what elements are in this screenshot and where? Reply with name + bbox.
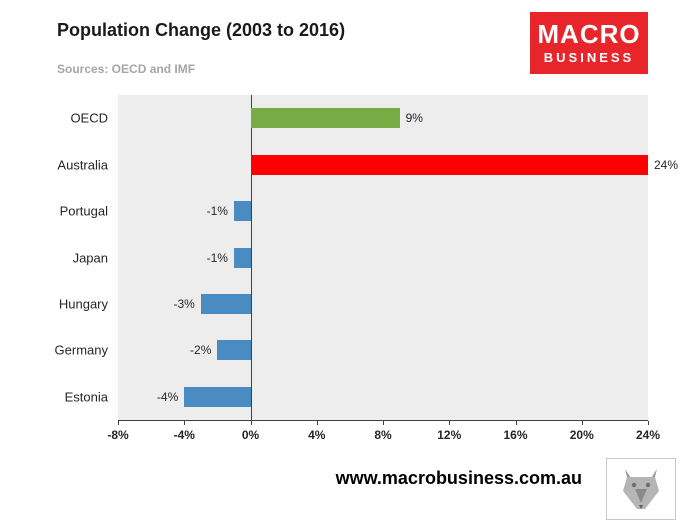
category-label-australia: Australia: [57, 157, 108, 173]
bar-australia: [250, 154, 648, 175]
bar-estonia: [184, 386, 251, 407]
x-tick-label: 12%: [437, 428, 462, 442]
x-tick-label: -4%: [173, 428, 195, 442]
bar-value-label-portugal: -1%: [206, 204, 228, 219]
zero-axis-line: [250, 95, 252, 420]
x-tick-mark: [118, 421, 119, 425]
bar-value-label-australia: 24%: [654, 157, 679, 172]
category-label-oecd: OECD: [70, 110, 108, 126]
bar-value-label-japan: -1%: [206, 250, 228, 265]
x-tick-mark: [581, 421, 583, 425]
category-label-portugal: Portugal: [59, 203, 108, 219]
x-tick-label: 24%: [635, 428, 661, 442]
bar-value-label-hungary: -3%: [173, 296, 195, 311]
wolf-icon: [623, 469, 659, 509]
bar-portugal: [233, 201, 251, 222]
category-label-germany: Germany: [54, 342, 108, 358]
x-tick-label: -8%: [107, 428, 129, 442]
chart-sources: Sources: OECD and IMF: [57, 62, 196, 76]
x-axis-ticks: -8% -4% 0% 4% 8% 12% 16% 20% 24%: [107, 428, 660, 448]
category-label-estonia: Estonia: [64, 389, 108, 405]
logo-line1: MACRO: [537, 19, 641, 50]
bar-hungary: [200, 293, 251, 314]
bar-value-label-estonia: -4%: [156, 389, 179, 404]
bar-germany: [217, 340, 251, 361]
logo-line2: BUSINESS: [543, 50, 635, 66]
footer-url: www.macrobusiness.com.au: [335, 468, 582, 488]
x-tick-mark: [383, 421, 384, 425]
macrobusiness-logo: MACRO BUSINESS: [530, 12, 648, 74]
x-tick-label: 8%: [374, 428, 392, 442]
x-tick-mark: [515, 421, 517, 425]
category-label-hungary: Hungary: [58, 296, 108, 312]
category-label-japan: Japan: [72, 250, 108, 265]
plot-area: 9% 24% -1% -1% -3% -2% -4%: [118, 95, 678, 425]
wolf-logo: [606, 458, 676, 520]
x-tick-label: 4%: [308, 428, 326, 442]
bar-value-label-germany: -2%: [190, 343, 212, 358]
x-tick-mark: [316, 421, 318, 425]
bar-value-label-oecd: 9%: [405, 111, 423, 126]
bar-oecd: [250, 108, 400, 129]
x-tick-mark: [184, 421, 186, 425]
x-tick-mark: [648, 421, 649, 425]
chart-title: Population Change (2003 to 2016): [57, 20, 346, 40]
x-tick-label: 16%: [503, 428, 528, 442]
category-axis: OECD Australia Portugal Japan Hungary Germany…: [0, 95, 108, 420]
bar-japan: [233, 247, 251, 268]
x-tick-label: 20%: [569, 428, 594, 442]
x-tick-label: 0%: [241, 428, 260, 442]
x-tick-mark: [250, 421, 252, 425]
x-tick-mark: [449, 421, 451, 425]
